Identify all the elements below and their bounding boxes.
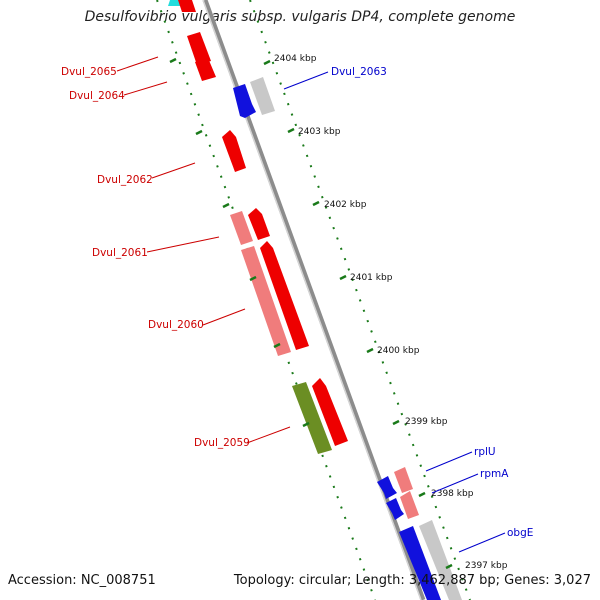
gene-block-rplU-b[interactable] <box>394 467 413 493</box>
kbp-label-2400: 2400 kbp <box>377 346 420 356</box>
kbp-label-2402: 2402 kbp <box>324 200 367 210</box>
gene-label-dvul-2059[interactable]: Dvul_2059 <box>194 437 250 449</box>
kbp-label-2398: 2398 kbp <box>431 489 474 499</box>
gene-block-dvul-2063-b[interactable] <box>250 77 275 115</box>
kbp-label-2404: 2404 kbp <box>274 54 317 64</box>
gene-block-dvul-2060-a[interactable] <box>241 246 291 356</box>
gene-block-dvul-2061-a[interactable] <box>230 211 253 245</box>
gene-block-obgE-a[interactable] <box>399 526 441 600</box>
gene-label-dvul-2062[interactable]: Dvul_2062 <box>97 174 153 186</box>
gene-block-dvul-2059-a[interactable] <box>292 382 332 454</box>
gene-block-top[interactable] <box>178 0 196 12</box>
gene-block-dvul-2060-b[interactable] <box>260 241 309 350</box>
accession-text: Accession: NC_008751 <box>8 573 156 588</box>
kbp-major-ticks <box>263 59 453 570</box>
kbp-label-2397: 2397 kbp <box>465 561 508 571</box>
gene-label-dvul-2060[interactable]: Dvul_2060 <box>148 319 204 331</box>
gene-label-obgE[interactable]: obgE <box>507 527 533 539</box>
gene-block-dvul-2065[interactable] <box>187 32 211 65</box>
gene-block-rpmA-b[interactable] <box>400 491 419 519</box>
genome-stats-text: Topology: circular; Length: 3,462,887 bp… <box>233 573 591 588</box>
gene-block-dvul-2063-a[interactable] <box>233 84 256 118</box>
gene-block-dvul-2061-b[interactable] <box>248 208 270 240</box>
gene-label-dvul-2061[interactable]: Dvul_2061 <box>92 247 148 259</box>
kbp-label-2403: 2403 kbp <box>298 127 341 137</box>
gene-block-dvul-2062[interactable] <box>222 130 246 172</box>
gene-block-obgE-b[interactable] <box>419 520 462 600</box>
gene-label-rpmA[interactable]: rpmA <box>480 468 509 480</box>
kbp-label-2399: 2399 kbp <box>405 417 448 427</box>
gene-block-dvul-2059-b[interactable] <box>312 378 348 446</box>
kbp-label-2401: 2401 kbp <box>350 273 393 283</box>
gene-label-dvul-2065[interactable]: Dvul_2065 <box>61 66 117 78</box>
inner-track-ticks <box>169 57 310 428</box>
gene-block-rplU-a[interactable] <box>377 476 397 499</box>
gene-label-rplU[interactable]: rplU <box>474 446 496 458</box>
gene-block-rpmA-a[interactable] <box>386 498 404 520</box>
outer-track-guide <box>249 0 471 600</box>
map-title: Desulfovibrio vulgaris subsp. vulgaris D… <box>84 9 516 25</box>
label-leader-lines <box>116 56 506 553</box>
gene-label-dvul-2063[interactable]: Dvul_2063 <box>331 66 387 78</box>
gene-label-dvul-2064[interactable]: Dvul_2064 <box>69 90 125 102</box>
gene-block-dvul-2064[interactable] <box>195 58 216 81</box>
